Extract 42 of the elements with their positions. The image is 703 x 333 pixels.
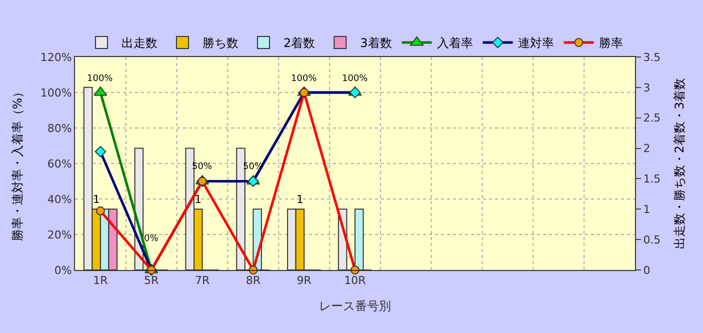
y-tick-label: 100% (40, 86, 72, 100)
data-label: 0% (144, 234, 159, 244)
legend-label: 3着数 (360, 36, 392, 50)
point (96, 206, 105, 216)
y-axis-title: 勝率・連対率・入着率（%） (10, 86, 25, 242)
legend-label: 出走数 (122, 36, 158, 50)
x-tick-label: 5R (144, 274, 160, 288)
legend-label: 2着数 (284, 36, 316, 50)
y2-tick-label: 3 (643, 81, 650, 94)
data-label: 1 (194, 193, 202, 206)
point (94, 146, 106, 158)
data-label: 100% (87, 74, 114, 84)
data-label: 1 (296, 193, 304, 206)
y-tick-label: 40% (47, 192, 72, 206)
y2-tick-label: 2 (643, 142, 650, 156)
legend-label: 勝率 (598, 36, 623, 50)
point (349, 86, 361, 98)
x-tick-label: 8R (246, 274, 261, 288)
legend-label: 連対率 (518, 36, 554, 50)
x-tick-label: 10R (344, 274, 366, 288)
data-label: 100% (342, 74, 368, 84)
legend-label: 入着率 (436, 36, 473, 50)
x-axis-title: レース番号別 (319, 299, 391, 314)
x-tick-label: 9R (296, 274, 312, 288)
y-tick-label: 80% (47, 122, 72, 135)
y2-tick-label: 0 (643, 264, 650, 277)
y2-tick-label: 0.5 (643, 233, 661, 246)
point (247, 176, 259, 187)
y-tick-label: 60% (47, 157, 72, 170)
y2-tick-label: 2.5 (643, 112, 661, 125)
y-tick-label: 20% (47, 228, 72, 242)
legend-label: 勝ち数 (202, 36, 238, 50)
data-label: 1 (92, 193, 100, 206)
data-label: 100% (291, 74, 318, 84)
x-tick-label: 1R (93, 274, 108, 288)
y2-tick-label: 1 (643, 202, 650, 216)
y2-tick-label: 3.5 (643, 50, 661, 64)
y2-axis-title: 出走数・勝ち数・2着数・3着数 (672, 78, 687, 250)
y-tick-label: 120% (40, 50, 72, 64)
y2-tick-label: 1.5 (643, 172, 661, 186)
x-tick-label: 7R (194, 274, 210, 288)
y-tick-label: 0% (54, 264, 72, 277)
